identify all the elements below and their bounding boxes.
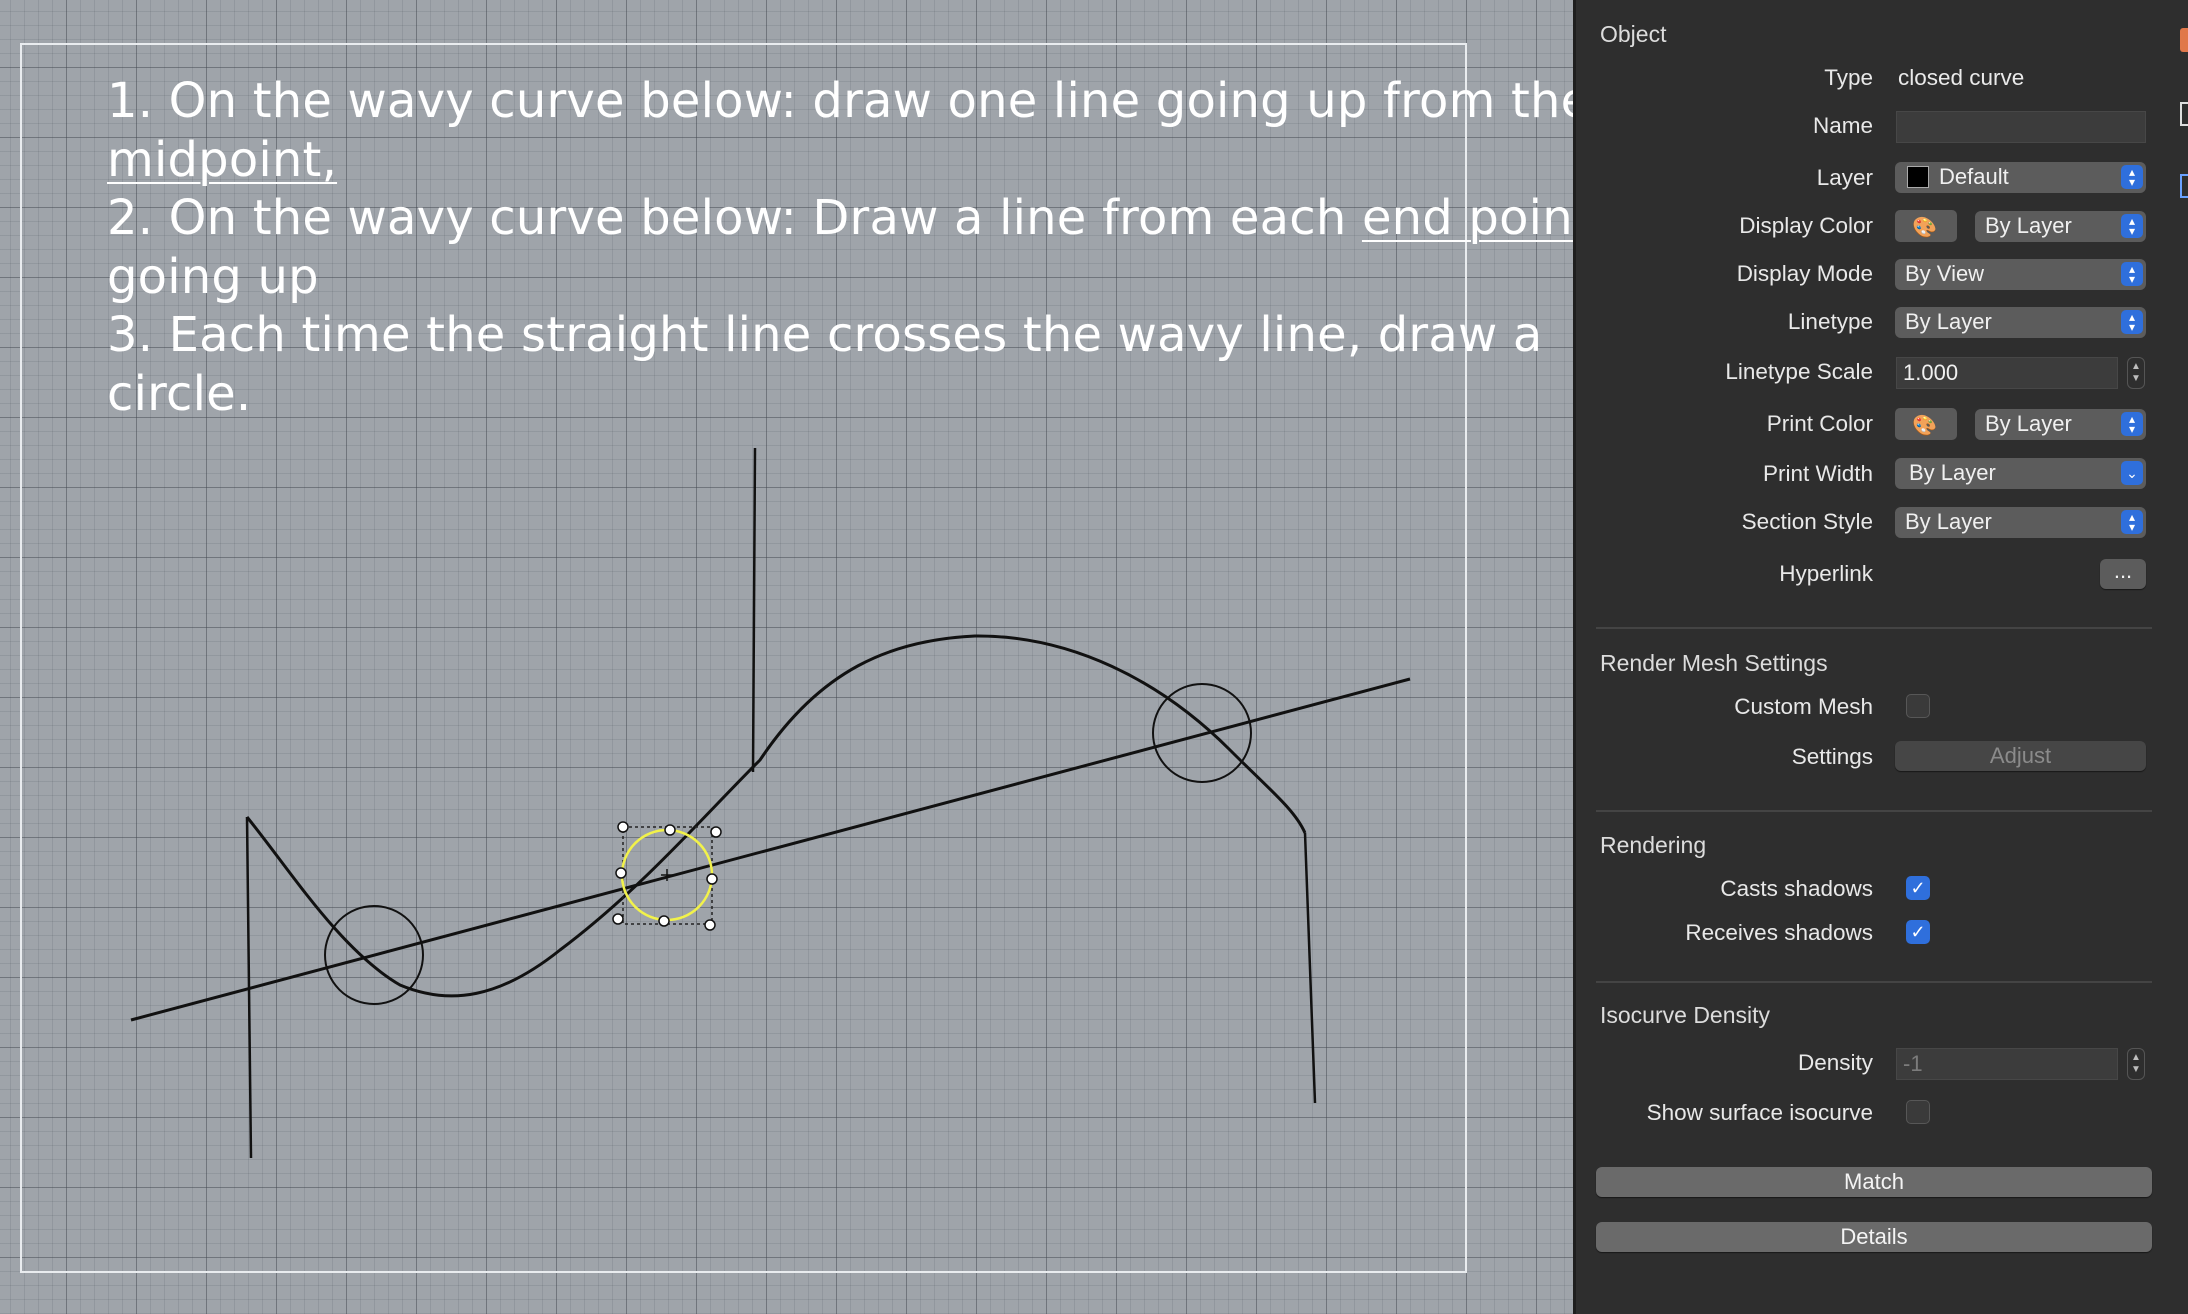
midpoint-link[interactable]: midpoint, <box>107 131 338 188</box>
updown-chevron-icon: ▴ ▾ <box>2121 510 2143 534</box>
layer-color-icon <box>1907 166 1929 188</box>
layer-select-value: Default <box>1939 164 2009 189</box>
custom-mesh-checkbox[interactable] <box>1906 694 1930 718</box>
print-color-select[interactable]: By Layer ▴ ▾ <box>1975 408 2146 440</box>
print-width-select[interactable]: By Layer ⌄ <box>1895 457 2146 489</box>
properties-panel: Object Type closed curve Name Layer Defa… <box>1573 0 2188 1314</box>
divider <box>1596 981 2152 983</box>
updown-chevron-icon: ▴ ▾ <box>2121 214 2143 238</box>
instruction-line: 2. On the wavy curve below: Draw a line … <box>107 190 1362 246</box>
custom-mesh-label: Custom Mesh <box>1734 694 1873 719</box>
chevron-down-icon: ⌄ <box>2121 461 2143 485</box>
print-width-label: Print Width <box>1762 461 1873 486</box>
match-button[interactable]: Match <box>1596 1167 2152 1197</box>
section-header-object: Object <box>1600 21 1667 47</box>
drawing-canvas[interactable] <box>0 0 1573 1314</box>
selected-circle[interactable] <box>612 821 722 931</box>
text-frame <box>20 43 1467 1273</box>
grip-handle[interactable] <box>658 915 670 927</box>
linetype-scale-stepper[interactable]: ▲ ▼ <box>2127 357 2145 389</box>
instruction-line: 1. On the wavy curve below: draw one lin… <box>107 73 1591 129</box>
grip-handle[interactable] <box>615 867 627 879</box>
layer-select[interactable]: Default ▴ ▾ <box>1895 161 2146 193</box>
name-field[interactable] <box>1896 111 2146 143</box>
layer-label: Layer <box>1816 165 1873 190</box>
updown-chevron-icon: ▴ ▾ <box>2121 412 2143 436</box>
panel-edge-icons <box>2176 0 2188 200</box>
linetype-select[interactable]: By Layer ▴ ▾ <box>1895 306 2146 338</box>
print-color-value: By Layer <box>1985 411 2072 436</box>
grip-handle[interactable] <box>704 919 716 931</box>
straight-line[interactable] <box>130 677 1411 1022</box>
adjust-button[interactable]: Adjust <box>1895 741 2146 771</box>
end-point-line-right[interactable] <box>1303 832 1317 1104</box>
linetype-scale-field[interactable]: 1.000 <box>1896 357 2118 389</box>
section-header-rendering: Rendering <box>1600 832 1707 858</box>
hyperlink-label: Hyperlink <box>1779 561 1873 586</box>
instructions-text: 1. On the wavy curve below: draw one lin… <box>107 72 1592 423</box>
divider <box>1596 810 2152 812</box>
print-width-value: By Layer <box>1909 460 1996 485</box>
density-stepper[interactable]: ▲ ▼ <box>2127 1048 2145 1080</box>
display-mode-select[interactable]: By View ▴ ▾ <box>1895 258 2146 290</box>
details-button[interactable]: Details <box>1596 1222 2152 1252</box>
intersection-circle-right[interactable] <box>1152 683 1252 783</box>
divider <box>1596 627 2152 629</box>
section-header-isocurve: Isocurve Density <box>1600 1002 1771 1028</box>
linetype-label: Linetype <box>1787 309 1873 334</box>
print-color-swatch[interactable]: 🎨 <box>1895 408 1957 440</box>
type-value: closed curve <box>1898 65 2025 90</box>
show-surface-isocurve-checkbox[interactable] <box>1906 1100 1930 1124</box>
print-color-label: Print Color <box>1766 411 1873 436</box>
box-icon[interactable] <box>2180 102 2188 126</box>
display-color-value: By Layer <box>1985 213 2072 238</box>
instruction-line: 3. Each time the straight line crosses t… <box>107 307 1543 363</box>
hyperlink-button[interactable]: ... <box>2100 559 2146 589</box>
instruction-line: going up <box>107 248 319 305</box>
density-label: Density <box>1797 1050 1873 1075</box>
updown-chevron-icon: ▴ ▾ <box>2121 165 2143 189</box>
linetype-value: By Layer <box>1905 309 1992 334</box>
grip-handle[interactable] <box>617 821 629 833</box>
casts-shadows-label: Casts shadows <box>1720 876 1873 901</box>
receives-shadows-checkbox[interactable]: ✓ <box>1906 920 1930 944</box>
name-label: Name <box>1812 113 1873 138</box>
receives-shadows-label: Receives shadows <box>1685 920 1873 945</box>
wavy-curve[interactable] <box>245 634 1307 998</box>
linetype-scale-label: Linetype Scale <box>1725 359 1873 384</box>
end-point-line-left[interactable] <box>245 816 253 1159</box>
updown-chevron-icon: ▴ ▾ <box>2121 310 2143 334</box>
settings-label: Settings <box>1791 744 1873 769</box>
grip-handle[interactable] <box>664 824 676 836</box>
panel-icon[interactable] <box>2180 174 2188 198</box>
color-swatch-icon: 🎨 <box>1912 217 1937 239</box>
section-style-select[interactable]: By Layer ▴ ▾ <box>1895 506 2146 538</box>
display-color-select[interactable]: By Layer ▴ ▾ <box>1975 210 2146 242</box>
grip-handle[interactable] <box>710 826 722 838</box>
intersection-circle-left[interactable] <box>324 905 424 1005</box>
grip-handle[interactable] <box>706 873 718 885</box>
grip-handle[interactable] <box>612 913 624 925</box>
section-style-value: By Layer <box>1905 509 1992 534</box>
show-surface-isocurve-label: Show surface isocurve <box>1646 1100 1873 1125</box>
viewport[interactable]: 1. On the wavy curve below: draw one lin… <box>0 0 1592 1314</box>
updown-chevron-icon: ▴ ▾ <box>2121 262 2143 286</box>
type-label: Type <box>1824 65 1873 90</box>
midpoint-line[interactable] <box>751 447 757 773</box>
section-style-label: Section Style <box>1741 509 1873 534</box>
display-color-label: Display Color <box>1739 213 1873 238</box>
casts-shadows-checkbox[interactable]: ✓ <box>1906 876 1930 900</box>
color-swatch-icon[interactable] <box>2180 28 2188 52</box>
display-color-swatch[interactable]: 🎨 <box>1895 210 1957 242</box>
display-mode-label: Display Mode <box>1736 261 1873 286</box>
display-mode-value: By View <box>1905 261 1985 286</box>
color-swatch-icon: 🎨 <box>1912 415 1937 437</box>
section-header-render-mesh: Render Mesh Settings <box>1600 650 1828 676</box>
end-point-link[interactable]: end point <box>1361 190 1592 246</box>
instruction-line: circle. <box>107 365 252 422</box>
density-field[interactable]: -1 <box>1896 1048 2118 1080</box>
center-cross-icon <box>661 869 673 881</box>
